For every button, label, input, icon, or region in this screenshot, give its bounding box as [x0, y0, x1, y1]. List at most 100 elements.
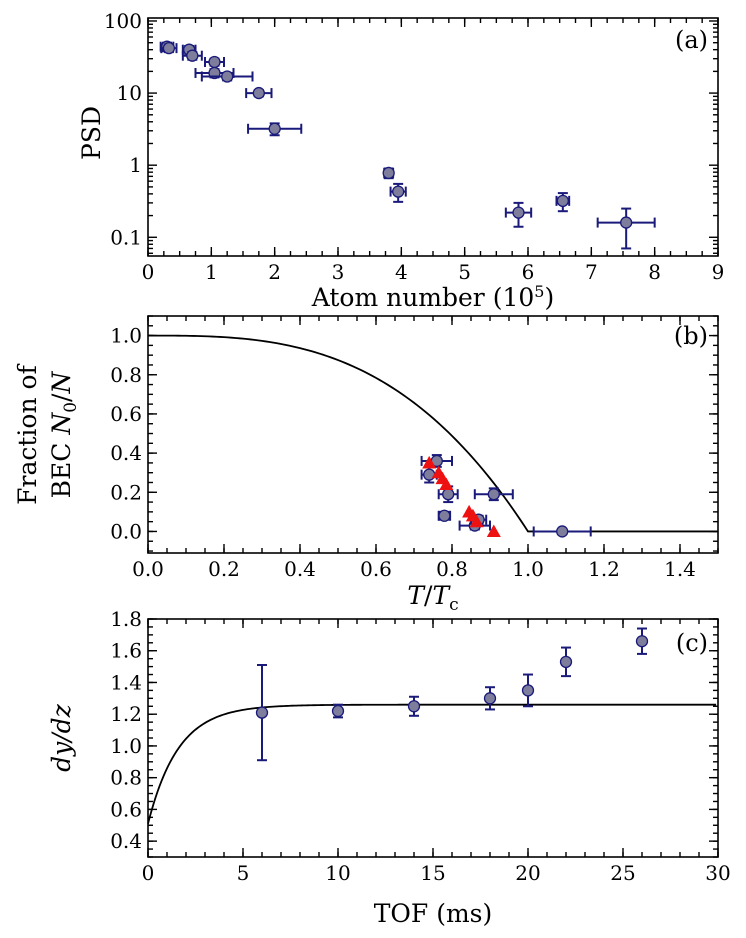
data-point	[162, 41, 176, 55]
panel-b-x-label-tc: T	[432, 581, 451, 610]
data-point	[559, 655, 573, 668]
data-point	[512, 206, 525, 219]
x-tick-label: 15	[420, 861, 445, 885]
panel-b-y-label-n: N	[47, 371, 76, 395]
y-tick-label: 0.6	[110, 402, 142, 426]
panel-a-x-label-close: )	[544, 283, 554, 312]
data-point	[382, 166, 395, 180]
x-tick-label: 1.0	[512, 557, 544, 581]
x-tick-label: 1.4	[664, 557, 696, 581]
panel-c-x-axis-label: TOF (ms)	[374, 899, 493, 928]
triangle-point	[439, 477, 454, 491]
data-point	[556, 194, 569, 208]
panel-b-y-label-line2: BEC N0/N	[47, 371, 81, 499]
x-tick-label: 25	[610, 861, 635, 885]
x-tick-label: 2	[268, 260, 281, 284]
y-tick-label: 1.4	[110, 670, 142, 694]
panel-c-y-axis-label: dy/dz	[47, 703, 76, 772]
data-point	[331, 704, 345, 718]
data-point	[556, 525, 569, 538]
data-point	[392, 185, 405, 198]
data-point	[221, 70, 234, 83]
x-tick-label: 0.2	[208, 557, 240, 581]
x-tick-label: 9	[712, 260, 725, 284]
y-tick-label: 0.0	[110, 519, 142, 543]
x-tick-label: 0.8	[436, 557, 468, 581]
triangle-point	[422, 455, 437, 469]
data-point	[487, 488, 500, 501]
data-point	[407, 700, 421, 713]
data-point	[255, 706, 269, 719]
panel-a-x-label-exponent: 5	[534, 282, 544, 301]
data-point	[635, 635, 649, 648]
y-tick-label: 0.4	[110, 441, 142, 465]
y-tick-label: 1.8	[110, 607, 142, 631]
y-tick-label: 1.0	[110, 324, 142, 348]
data-point	[483, 692, 497, 705]
y-tick-label: 1.2	[110, 702, 142, 726]
panel-b-y-label-line1: Fraction of	[13, 363, 42, 504]
panel-b-x-label-t: T	[407, 581, 426, 610]
data-point	[620, 216, 633, 229]
panel-b-x-axis-label: T/Tc	[407, 581, 458, 615]
x-tick-label: 0.6	[360, 557, 392, 581]
y-tick-label: 1.6	[110, 639, 142, 663]
y-tick-label: 0.2	[110, 480, 142, 504]
x-tick-label: 8	[648, 260, 661, 284]
x-tick-label: 3	[332, 260, 345, 284]
panel-b-y-label-bec: BEC	[47, 443, 76, 499]
panel-a-plot-area: 0 1 2 3 4 5 6 7 8 9 100 10 1 0.1	[104, 9, 725, 284]
panel-c-frame	[147, 618, 719, 858]
data-point	[442, 488, 455, 501]
x-tick-label: 20	[515, 861, 540, 885]
panel-a-tag: (a)	[675, 26, 708, 54]
panel-b-frame	[147, 315, 719, 554]
panel-b-y-label-n0: N	[47, 412, 76, 436]
panel-a-frame	[147, 17, 719, 257]
panel-b-x-label-sub-c: c	[449, 595, 459, 615]
x-tick-label: 0	[142, 861, 155, 885]
data-point	[186, 49, 199, 62]
data-point	[438, 509, 451, 522]
x-tick-label: 4	[395, 260, 408, 284]
y-tick-label: 100	[104, 9, 142, 33]
x-tick-label: 1	[205, 260, 218, 284]
data-point	[423, 468, 436, 481]
data-point	[208, 55, 221, 69]
panel-c-tag: (c)	[676, 629, 708, 657]
data-point	[252, 86, 265, 100]
x-tick-label: 30	[705, 861, 730, 885]
x-tick-label: 0.4	[284, 557, 316, 581]
panel-b-plot-area: 0.0 0.2 0.4 0.6 0.8 1.0 1.2 1.4 0.0 0.2 0.4 0.6 0.8 1…	[110, 315, 719, 581]
panel-b-theory-curve	[147, 334, 718, 533]
x-tick-label: 5	[458, 260, 471, 284]
panel-c-dydz: 0 5 10 15 20 25 30 0.4 0.6 0.8 1.0 1.2 1.4 1.6 1.8 (c)…	[47, 607, 731, 928]
panel-a-x-axis-label: Atom number (105)	[311, 282, 555, 312]
panel-c-theory-curve	[147, 703, 717, 824]
x-tick-label: 5	[237, 861, 250, 885]
panel-a-x-label-main: Atom number	[311, 283, 485, 312]
panel-b-y-label-slash: /	[47, 393, 76, 402]
x-tick-label: 6	[522, 260, 535, 284]
x-tick-label: 10	[325, 861, 350, 885]
x-tick-label: 1.2	[588, 557, 620, 581]
y-tick-label: 10	[117, 81, 142, 105]
y-tick-label: 1	[129, 153, 142, 177]
triangle-point	[486, 524, 501, 538]
data-point	[268, 122, 281, 135]
data-point	[521, 684, 535, 697]
panel-a-y-axis-label: PSD	[77, 106, 106, 160]
panel-c-plot-area: 0 5 10 15 20 25 30 0.4 0.6 0.8 1.0 1.2 1.4 1.6 1.8	[110, 607, 731, 885]
y-tick-label: 0.8	[110, 766, 142, 790]
panel-b-bec-fraction: 0.0 0.2 0.4 0.6 0.8 1.0 1.2 1.4 0.0 0.2 0.4 0.6 0.8 1…	[13, 315, 719, 615]
x-tick-label: 0.0	[132, 557, 164, 581]
panel-b-y-label-sub0: 0	[61, 402, 81, 413]
y-tick-label: 0.6	[110, 797, 142, 821]
triangle-point	[469, 514, 484, 528]
x-tick-label: 7	[585, 260, 598, 284]
x-tick-label: 0	[142, 260, 155, 284]
panel-b-x-label-slash: /	[424, 581, 433, 610]
panel-a-x-label-open: (10	[493, 283, 535, 312]
